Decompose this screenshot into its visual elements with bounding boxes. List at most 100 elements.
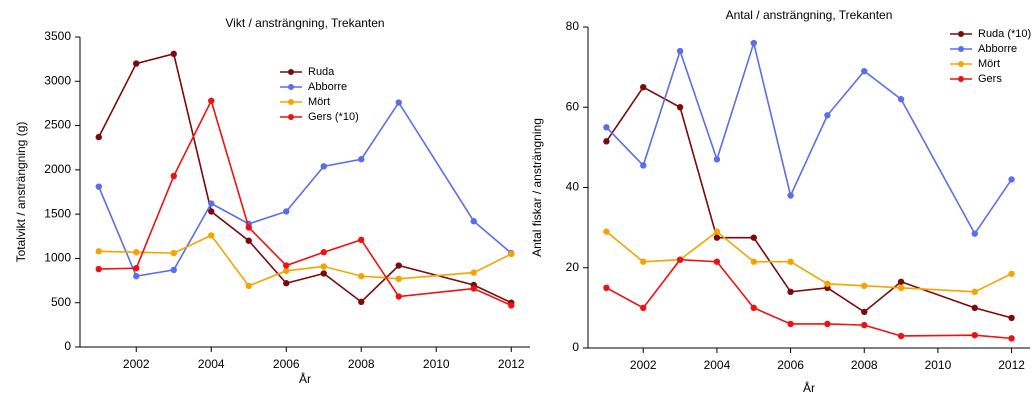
data-point	[603, 284, 610, 292]
chart: Antal / ansträngning, Trekanten År Antal f…	[530, 8, 1031, 395]
y-tick-label: 3500	[44, 29, 71, 43]
series-line	[98, 101, 512, 278]
legend-label: Abborre	[308, 81, 347, 93]
data-point	[320, 249, 327, 256]
data-point	[971, 331, 978, 339]
data-point	[640, 304, 647, 312]
x-tick-label: 2004	[704, 358, 731, 372]
legend-marker	[958, 46, 964, 52]
legend-marker	[288, 84, 294, 90]
data-point	[750, 39, 757, 47]
y-tick-label: 0	[64, 339, 71, 353]
data-point	[897, 332, 905, 340]
chart-title: Vikt / ansträngning, Trekanten	[225, 16, 384, 30]
y-tick-label: 0	[572, 340, 579, 354]
data-point	[640, 83, 647, 91]
data-point	[320, 163, 327, 170]
data-point	[395, 293, 402, 300]
legend-marker	[958, 76, 964, 82]
data-point	[824, 280, 831, 287]
legend-label: Gers	[978, 73, 1002, 85]
data-point	[208, 200, 215, 207]
y-tick-label: 60	[566, 99, 580, 113]
data-point	[787, 192, 794, 199]
data-point	[133, 60, 140, 67]
y-tick-label: 500	[51, 295, 71, 309]
legend-marker	[958, 31, 964, 37]
data-point	[640, 162, 647, 169]
legend-label: Mört	[308, 96, 330, 108]
y-axis-label: Antal fiskar / ansträngning	[530, 118, 544, 257]
data-point	[95, 248, 102, 255]
data-point	[95, 133, 102, 141]
data-point	[750, 258, 757, 265]
x-tick-label: 2008	[851, 358, 878, 372]
data-point	[283, 208, 290, 215]
data-point	[603, 124, 610, 131]
legend-label: Mört	[978, 58, 1000, 70]
data-point	[713, 156, 721, 163]
y-tick-label: 80	[566, 19, 580, 33]
data-point	[824, 112, 831, 119]
data-point	[508, 302, 515, 309]
data-point	[395, 262, 402, 269]
data-point	[676, 256, 684, 263]
series-line	[605, 86, 1012, 319]
data-point	[1008, 176, 1015, 183]
data-point	[787, 288, 794, 296]
data-point	[508, 250, 515, 258]
data-point	[320, 263, 327, 270]
data-point	[787, 320, 794, 328]
legend-label: Ruda	[308, 66, 335, 78]
data-point	[787, 258, 794, 265]
x-tick-label: 2004	[198, 357, 225, 371]
y-tick-label: 3000	[44, 73, 71, 87]
series-line	[605, 40, 1013, 236]
data-point	[95, 183, 102, 190]
data-point	[897, 278, 905, 285]
legend-label: Gers (*10)	[308, 111, 359, 123]
data-point	[676, 47, 684, 55]
data-point	[1008, 270, 1015, 277]
x-tick-label: 2012	[998, 358, 1025, 372]
y-axis-label: Totalvikt / ansträngning (g)	[14, 122, 28, 263]
data-point	[861, 321, 868, 329]
data-point	[861, 67, 868, 75]
x-tick-label: 2008	[348, 357, 375, 371]
data-point	[676, 104, 684, 111]
data-point	[133, 249, 140, 256]
data-point	[470, 269, 477, 276]
data-point	[170, 249, 177, 257]
x-tick-label: 2012	[498, 357, 525, 371]
legend-marker	[958, 61, 964, 67]
y-tick-label: 1500	[44, 206, 71, 220]
data-point	[358, 298, 365, 306]
x-tick-label: 2002	[630, 358, 657, 372]
data-point	[133, 272, 140, 280]
data-point	[640, 258, 647, 265]
data-point	[897, 96, 905, 103]
x-axis-label: År	[803, 380, 815, 395]
data-point	[245, 224, 252, 231]
data-point	[245, 282, 252, 290]
data-point	[470, 285, 477, 292]
data-point	[971, 304, 978, 312]
y-tick-label: 20	[566, 260, 580, 274]
data-point	[208, 208, 215, 215]
x-tick-label: 2006	[777, 358, 804, 372]
legend-marker	[288, 69, 294, 75]
data-point	[971, 288, 978, 296]
series-line	[605, 230, 1012, 293]
data-point	[750, 234, 757, 241]
data-point	[395, 275, 402, 282]
data-point	[358, 236, 365, 244]
data-point	[283, 262, 290, 269]
data-point	[395, 99, 402, 106]
data-point	[95, 265, 102, 273]
legend-marker	[288, 114, 294, 120]
legend-label: Abborre	[978, 43, 1017, 55]
data-point	[1008, 314, 1015, 322]
y-tick-label: 1000	[44, 251, 71, 265]
x-tick-label: 2010	[925, 358, 952, 372]
